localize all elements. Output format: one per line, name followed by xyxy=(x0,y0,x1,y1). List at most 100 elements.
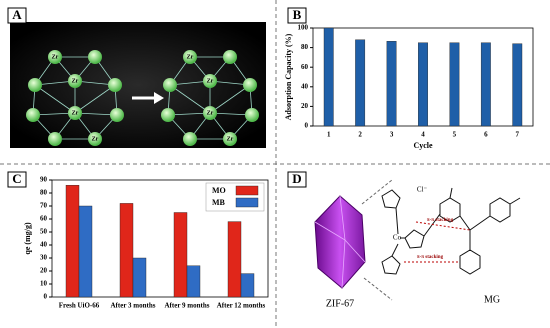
crystal-edge xyxy=(314,221,346,241)
zr-atom xyxy=(245,108,259,122)
y-tick-label: 40 xyxy=(301,82,309,90)
bar xyxy=(132,257,147,298)
zr-atom xyxy=(88,132,102,146)
x-axis-label: Cycle xyxy=(413,141,433,150)
bond xyxy=(169,84,211,114)
panel-label-box xyxy=(7,7,27,24)
zr-atom xyxy=(223,132,237,146)
bond xyxy=(209,112,253,116)
y-axis-label: Adsorption Capacity (%) xyxy=(284,33,293,120)
bond xyxy=(74,84,116,114)
stacking-line xyxy=(415,221,471,231)
zr-atom xyxy=(203,106,217,120)
panel-label-box xyxy=(7,171,27,188)
bond xyxy=(34,84,76,114)
y-tick-label: 50 xyxy=(40,228,48,236)
bar xyxy=(449,42,460,127)
bar xyxy=(227,221,242,298)
atom-label: Zr xyxy=(207,110,214,116)
bond xyxy=(209,84,251,114)
panel-label: B xyxy=(293,7,302,22)
zr-atom xyxy=(183,132,197,146)
arrow-head xyxy=(154,92,164,104)
interaction-label: π-π stacking xyxy=(417,255,444,260)
y-tick-label: 0 xyxy=(44,293,48,301)
bar xyxy=(355,39,366,127)
y-tick-label: 100 xyxy=(298,24,309,32)
bond xyxy=(32,112,76,116)
legend-label: MO xyxy=(212,186,226,195)
y-tick-label: 70 xyxy=(40,202,48,210)
plot-frame xyxy=(51,179,269,298)
zr-atom xyxy=(110,108,124,122)
atom-label: Zr xyxy=(207,78,214,84)
x-tick-label: 2 xyxy=(358,131,362,139)
interaction-label: π-π stacking xyxy=(427,218,454,223)
zoom-line xyxy=(361,179,393,205)
zr-atom xyxy=(68,74,82,88)
x-tick-label: 6 xyxy=(484,131,488,139)
x-tick-label: 4 xyxy=(421,131,425,139)
bar xyxy=(78,205,93,298)
y-tick-label: 30 xyxy=(40,254,48,262)
legend-swatch xyxy=(235,185,259,196)
atom-label: Zr xyxy=(227,136,234,142)
x-tick-label: After 12 months xyxy=(217,302,266,310)
metal-label: Co xyxy=(393,234,402,242)
y-tick-label: 40 xyxy=(40,241,48,249)
panel-label-box xyxy=(287,171,307,188)
bond xyxy=(167,112,211,116)
bar xyxy=(173,212,188,298)
bar xyxy=(386,41,397,127)
bar xyxy=(480,42,491,127)
bar xyxy=(186,265,201,298)
zr-atom xyxy=(88,50,102,64)
zr-atom xyxy=(26,108,40,122)
bar xyxy=(418,42,428,127)
counter-ion-label: Cl⁻ xyxy=(417,186,428,194)
bar xyxy=(512,43,523,127)
x-tick-label: 7 xyxy=(516,131,520,139)
zr-atom xyxy=(203,74,217,88)
x-tick-label: 1 xyxy=(327,131,331,139)
panel-label: D xyxy=(292,171,301,186)
crystal-edge xyxy=(344,239,366,263)
zr-atom xyxy=(48,50,62,64)
dye-label: MG xyxy=(484,294,500,305)
y-tick-label: 60 xyxy=(40,215,48,223)
y-axis-label: qe (mg/g) xyxy=(23,222,32,255)
zr-atom xyxy=(161,108,175,122)
y-tick-label: 60 xyxy=(301,63,309,71)
zr-atom xyxy=(68,106,82,120)
y-tick-label: 10 xyxy=(40,280,48,288)
atom-label: Zr xyxy=(92,136,99,142)
legend-label: MB xyxy=(212,198,226,207)
zr-atom xyxy=(223,50,237,64)
panel-a-image xyxy=(10,22,266,148)
framework-label: ZIF-67 xyxy=(326,298,354,309)
bond xyxy=(74,112,118,116)
zr-atom xyxy=(48,132,62,146)
bar xyxy=(323,27,334,127)
x-tick-label: After 9 months xyxy=(165,302,210,310)
x-tick-label: After 3 months xyxy=(111,302,156,310)
zr-atom xyxy=(108,78,122,92)
y-tick-label: 80 xyxy=(40,189,48,197)
molecule xyxy=(381,187,521,275)
bar xyxy=(119,203,134,298)
x-tick-label: 3 xyxy=(390,131,394,139)
zoom-line xyxy=(363,277,393,301)
zr-cluster: Zr Zr Zr Zr Zr Zr Zr Zr xyxy=(26,50,259,146)
bar xyxy=(240,273,255,298)
y-tick-label: 90 xyxy=(40,176,48,184)
atom-label: Zr xyxy=(72,78,79,84)
atom-label: Zr xyxy=(187,54,194,60)
zif-67-crystal xyxy=(314,195,366,289)
bar xyxy=(65,184,80,298)
atom-label: Zr xyxy=(52,54,59,60)
panel-label: A xyxy=(12,7,22,22)
y-tick-label: 80 xyxy=(301,43,309,51)
x-tick-label: Fresh UiO-66 xyxy=(59,302,100,310)
zr-atom xyxy=(243,78,257,92)
